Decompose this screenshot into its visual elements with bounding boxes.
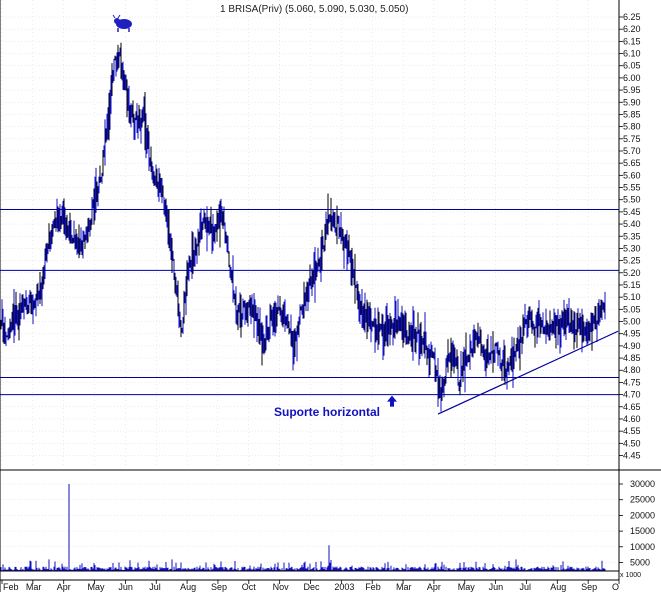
time-tick-label: Dec xyxy=(304,582,321,592)
price-tick-label: 4.95 xyxy=(623,329,641,339)
price-tick-label: 6.15 xyxy=(623,36,641,46)
price-tick-label: 4.75 xyxy=(623,377,641,387)
price-tick-label: 5.00 xyxy=(623,317,641,327)
time-tick-label: Feb xyxy=(365,582,381,592)
volume-tick-label: 15000 xyxy=(630,526,655,536)
price-tick-label: 6.20 xyxy=(623,24,641,34)
price-axis: 6.25 6.20 6.15 6.10 6.05 6.00 5.95 5.90 5.85 5.80… xyxy=(619,12,641,461)
time-tick-label: Apr xyxy=(57,582,71,592)
price-tick-label: 4.55 xyxy=(623,426,641,436)
annotation-label: Suporte horizontal xyxy=(274,405,380,419)
price-tick-label: 5.95 xyxy=(623,85,641,95)
price-tick-label: 5.60 xyxy=(623,170,641,180)
annotation-arrow xyxy=(387,395,397,407)
price-tick-label: 6.25 xyxy=(623,12,641,22)
grid-lines xyxy=(0,0,620,563)
time-tick-label: Jul xyxy=(519,582,531,592)
volume-tick-label: 10000 xyxy=(630,542,655,552)
chart-title: 1 BRISA(Priv) (5.060, 5.090, 5.030, 5.05… xyxy=(220,4,408,15)
time-tick-label: Sep xyxy=(581,582,597,592)
price-tick-label: 4.60 xyxy=(623,414,641,424)
price-tick-label: 5.35 xyxy=(623,231,641,241)
price-tick-label: 5.15 xyxy=(623,280,641,290)
price-tick-label: 5.45 xyxy=(623,207,641,217)
price-tick-label: 5.20 xyxy=(623,268,641,278)
time-tick-label: Apr xyxy=(427,582,441,592)
volume-unit-label: x 1000 xyxy=(620,572,641,579)
price-tick-label: 6.10 xyxy=(623,49,641,59)
time-tick-label: May xyxy=(458,582,476,592)
time-tick-label: Mar xyxy=(396,582,412,592)
price-tick-label: 4.90 xyxy=(623,341,641,351)
price-bars xyxy=(0,42,606,412)
price-tick-label: 5.55 xyxy=(623,183,641,193)
price-tick-label: 4.45 xyxy=(623,451,641,461)
price-tick-label: 4.50 xyxy=(623,438,641,448)
trendline xyxy=(437,330,619,415)
time-tick-label: Sep xyxy=(211,582,227,592)
price-tick-label: 5.05 xyxy=(623,304,641,314)
price-tick-label: 5.80 xyxy=(623,122,641,132)
time-tick-label: Nov xyxy=(273,582,290,592)
price-tick-label: 5.65 xyxy=(623,158,641,168)
price-tick-label: 5.50 xyxy=(623,195,641,205)
time-tick-label: May xyxy=(88,582,106,592)
time-tick-label: Aug xyxy=(550,582,566,592)
time-tick-label: Jun xyxy=(118,582,133,592)
price-tick-label: 5.85 xyxy=(623,109,641,119)
price-tick-label: 4.80 xyxy=(623,365,641,375)
time-tick-label: Jul xyxy=(149,582,161,592)
time-tick-label: Jun xyxy=(489,582,504,592)
price-tick-label: 5.90 xyxy=(623,97,641,107)
time-axis: Feb Mar Apr May Jun Jul Aug Sep Oct Nov Dec 2003 Feb… xyxy=(1,580,620,592)
time-tick-label: Feb xyxy=(3,582,19,592)
volume-axis: 30000 25000 20000 15000 10000 5000 xyxy=(619,479,655,568)
time-tick-label: Mar xyxy=(26,582,42,592)
price-tick-label: 6.00 xyxy=(623,73,641,83)
price-tick-label: 6.05 xyxy=(623,61,641,71)
time-tick-label: 2003 xyxy=(334,582,354,592)
price-tick-label: 5.30 xyxy=(623,243,641,253)
bull-logo xyxy=(112,14,132,32)
volume-tick-label: 5000 xyxy=(630,558,650,568)
price-tick-label: 5.70 xyxy=(623,146,641,156)
price-tick-label: 5.25 xyxy=(623,256,641,266)
volume-tick-label: 25000 xyxy=(630,495,655,505)
price-tick-label: 4.70 xyxy=(623,390,641,400)
time-tick-label: Oct xyxy=(242,582,257,592)
price-tick-label: 4.85 xyxy=(623,353,641,363)
time-tick-label: O xyxy=(612,582,619,592)
price-tick-label: 5.75 xyxy=(623,134,641,144)
price-tick-label: 5.40 xyxy=(623,219,641,229)
volume-tick-label: 30000 xyxy=(630,479,655,489)
horizontal-lines xyxy=(0,208,619,396)
volume-tick-label: 20000 xyxy=(630,510,655,520)
time-tick-label: Aug xyxy=(180,582,196,592)
price-tick-label: 4.65 xyxy=(623,402,641,412)
price-tick-label: 5.10 xyxy=(623,292,641,302)
